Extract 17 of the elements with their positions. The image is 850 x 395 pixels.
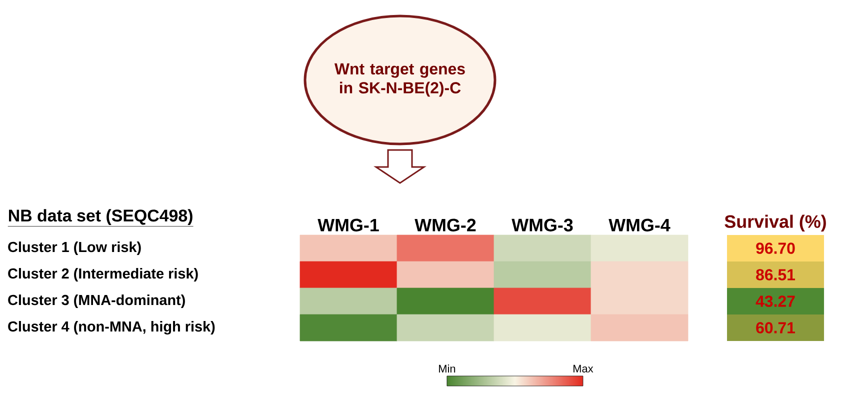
color-bar-label: Min: [439, 364, 456, 372]
x-tick-label: Survival (%): [724, 214, 826, 232]
text: NB data set (SEQC498): [9, 209, 192, 225]
x-tick-label: WMG-3: [512, 218, 573, 232]
y-tick-label: Cluster 4 (non-MNA, high risk): [8, 320, 215, 335]
data-label: 86.51: [756, 269, 796, 280]
x-tick-label: WMG-4: [608, 218, 670, 232]
data-label: 43.27: [756, 296, 795, 307]
x-tick-label: WMG-1: [318, 218, 379, 232]
y-tick-label: Cluster 3 (MNA-dominant): [8, 294, 185, 308]
y-tick-label: Cluster 2 (Intermediate risk): [8, 268, 198, 282]
data-label: 96.70: [756, 242, 795, 254]
y-tick-label: Cluster 1 (Low risk): [8, 242, 141, 255]
color-bar-label: Max: [574, 364, 594, 372]
x-tick-label: WMG-2: [414, 218, 476, 232]
text: Wnt target genes in SK-N-BE(2)-C: [334, 63, 465, 97]
data-label: 60.71: [756, 322, 796, 334]
